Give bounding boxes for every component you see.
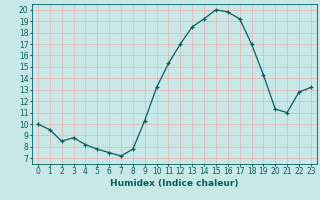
X-axis label: Humidex (Indice chaleur): Humidex (Indice chaleur) xyxy=(110,179,239,188)
